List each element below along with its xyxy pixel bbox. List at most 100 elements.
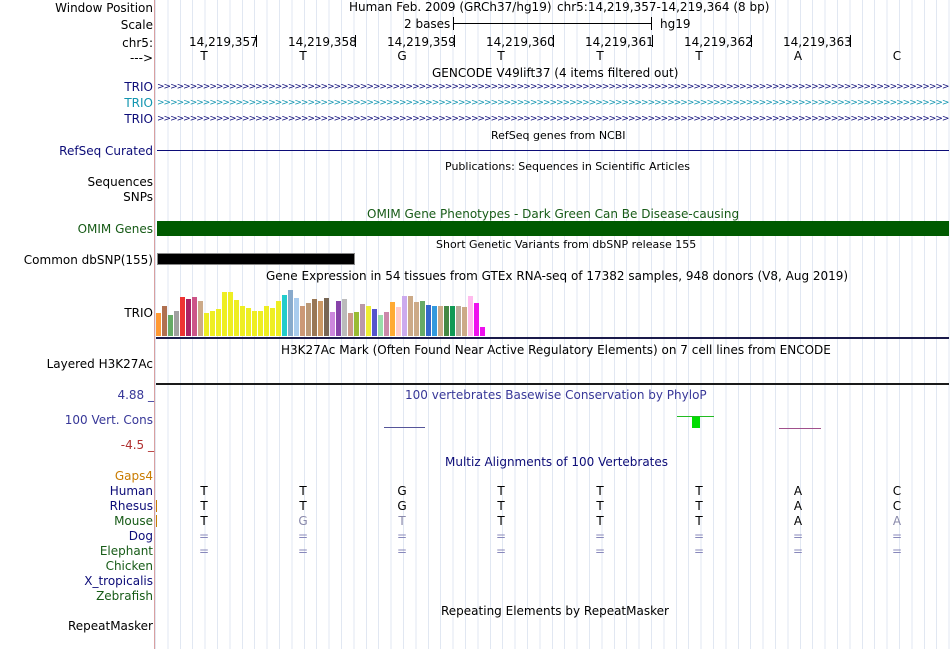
gtex-tissue-bar[interactable]	[438, 306, 443, 336]
gtex-tissue-bar[interactable]	[198, 301, 203, 336]
gencode-trio-label-3[interactable]: TRIO	[124, 112, 153, 126]
species-label[interactable]: Rhesus	[109, 499, 153, 513]
species-label[interactable]: Mouse	[114, 514, 153, 528]
gtex-tissue-bar[interactable]	[426, 305, 431, 336]
gtex-tissue-bar[interactable]	[294, 298, 299, 336]
pubs-title: Publications: Sequences in Scientific Ar…	[445, 160, 690, 173]
gtex-tissue-bar[interactable]	[156, 313, 161, 336]
gtex-tissue-bar[interactable]	[246, 308, 251, 336]
alignment-base: =	[198, 544, 210, 558]
h3k-label[interactable]: Layered H3K27Ac	[46, 357, 153, 371]
gtex-tissue-bar[interactable]	[210, 311, 215, 336]
gencode-gene-2[interactable]: >>>>>>>>>>>>>>>>>>>>>>>>>>>>>>>>>>>>>>>>…	[157, 98, 949, 108]
gtex-tissue-bar[interactable]	[402, 296, 407, 336]
gtex-tissue-bar[interactable]	[336, 301, 341, 336]
sequence-base: T	[695, 49, 703, 63]
gtex-tissue-bar[interactable]	[240, 306, 245, 336]
gtex-tissue-bar[interactable]	[378, 315, 383, 336]
gtex-tissue-bar[interactable]	[300, 306, 305, 336]
gtex-tissue-bar[interactable]	[456, 306, 461, 336]
gtex-tissue-bar[interactable]	[168, 315, 173, 336]
sequences-label[interactable]: Sequences	[87, 175, 153, 189]
gtex-tissue-bar[interactable]	[330, 312, 335, 336]
sequence-base: T	[497, 49, 505, 63]
gtex-bar-chart[interactable]	[156, 284, 536, 336]
dbsnp-title: Short Genetic Variants from dbSNP releas…	[436, 238, 697, 251]
species-label[interactable]: Dog	[128, 529, 153, 543]
gtex-tissue-bar[interactable]	[480, 327, 485, 336]
alignment-base: T	[497, 499, 505, 513]
gtex-tissue-bar[interactable]	[396, 307, 401, 336]
gtex-tissue-bar[interactable]	[312, 299, 317, 336]
dbsnp-variant[interactable]	[157, 253, 355, 265]
gtex-tissue-bar[interactable]	[390, 302, 395, 336]
omim-gene-bar[interactable]	[157, 221, 949, 236]
gencode-gene-1[interactable]: >>>>>>>>>>>>>>>>>>>>>>>>>>>>>>>>>>>>>>>>…	[157, 82, 949, 92]
ruler-tick	[454, 35, 455, 47]
gtex-tissue-bar[interactable]	[420, 301, 425, 336]
gtex-tissue-bar[interactable]	[162, 306, 167, 336]
gtex-tissue-bar[interactable]	[282, 295, 287, 336]
gencode-trio-label-2[interactable]: TRIO	[124, 96, 153, 110]
gtex-tissue-bar[interactable]	[450, 306, 455, 336]
gtex-tissue-bar[interactable]	[366, 306, 371, 336]
alignment-base: T	[200, 484, 208, 498]
gtex-tissue-bar[interactable]	[234, 300, 239, 336]
gtex-tissue-bar[interactable]	[444, 306, 449, 336]
h3k-title: H3K27Ac Mark (Often Found Near Active Re…	[281, 343, 831, 357]
alignment-base: G	[298, 514, 308, 528]
refseq-gene-line[interactable]	[157, 150, 949, 151]
gencode-trio-label-1[interactable]: TRIO	[124, 80, 153, 94]
gtex-tissue-bar[interactable]	[432, 306, 437, 336]
gtex-tissue-bar[interactable]	[318, 301, 323, 336]
snps-label[interactable]: SNPs	[123, 190, 153, 204]
gtex-tissue-bar[interactable]	[288, 290, 293, 336]
omim-label[interactable]: OMIM Genes	[77, 222, 153, 236]
gtex-tissue-bar[interactable]	[462, 307, 467, 336]
gtex-tissue-bar[interactable]	[276, 301, 281, 336]
gtex-tissue-bar[interactable]	[180, 297, 185, 336]
species-label[interactable]: Human	[109, 484, 153, 498]
gtex-tissue-bar[interactable]	[222, 292, 227, 336]
gtex-tissue-bar[interactable]	[414, 302, 419, 336]
gtex-tissue-bar[interactable]	[204, 313, 209, 336]
gtex-tissue-bar[interactable]	[384, 312, 389, 336]
species-label[interactable]: Zebrafish	[96, 589, 153, 603]
chrom-label: chr5:	[122, 36, 153, 50]
gtex-tissue-bar[interactable]	[270, 308, 275, 336]
alignment-base: A	[793, 514, 803, 528]
dbsnp-label[interactable]: Common dbSNP(155)	[23, 253, 153, 267]
gtex-tissue-bar[interactable]	[474, 303, 479, 336]
gtex-tissue-bar[interactable]	[372, 309, 377, 336]
gtex-tissue-bar[interactable]	[258, 311, 263, 336]
refseq-label[interactable]: RefSeq Curated	[59, 144, 153, 158]
gaps-label[interactable]: Gaps4	[114, 469, 153, 483]
gtex-tissue-bar[interactable]	[348, 313, 353, 336]
gencode-gene-3[interactable]: >>>>>>>>>>>>>>>>>>>>>>>>>>>>>>>>>>>>>>>>…	[157, 114, 949, 124]
gtex-tissue-bar[interactable]	[354, 312, 359, 336]
gtex-label[interactable]: TRIO	[124, 306, 153, 320]
gtex-tissue-bar[interactable]	[228, 292, 233, 336]
gtex-tissue-bar[interactable]	[468, 296, 473, 336]
phylop-label[interactable]: 100 Vert. Cons	[64, 413, 153, 427]
gtex-tissue-bar[interactable]	[264, 306, 269, 336]
gtex-tissue-bar[interactable]	[252, 311, 257, 336]
gtex-tissue-bar[interactable]	[174, 311, 179, 336]
gtex-tissue-bar[interactable]	[216, 309, 221, 336]
phylop-title: 100 vertebrates Basewise Conservation by…	[405, 388, 707, 402]
position-text[interactable]: chr5:14,219,357-14,219,364 (8 bp)	[557, 0, 770, 14]
refseq-title: RefSeq genes from NCBI	[491, 129, 626, 142]
gtex-tissue-bar[interactable]	[360, 304, 365, 336]
gtex-tissue-bar[interactable]	[342, 299, 347, 336]
gtex-tissue-bar[interactable]	[306, 303, 311, 336]
species-label[interactable]: Elephant	[99, 544, 153, 558]
gtex-tissue-bar[interactable]	[186, 299, 191, 336]
ruler-tick	[355, 35, 356, 47]
species-label[interactable]: Chicken	[105, 559, 153, 573]
gtex-tissue-bar[interactable]	[324, 298, 329, 336]
gtex-tissue-bar[interactable]	[192, 297, 197, 336]
repeat-label[interactable]: RepeatMasker	[67, 619, 153, 633]
gtex-tissue-bar[interactable]	[408, 296, 413, 336]
species-label[interactable]: X_tropicalis	[84, 574, 153, 588]
scale-bar-right	[651, 17, 652, 30]
